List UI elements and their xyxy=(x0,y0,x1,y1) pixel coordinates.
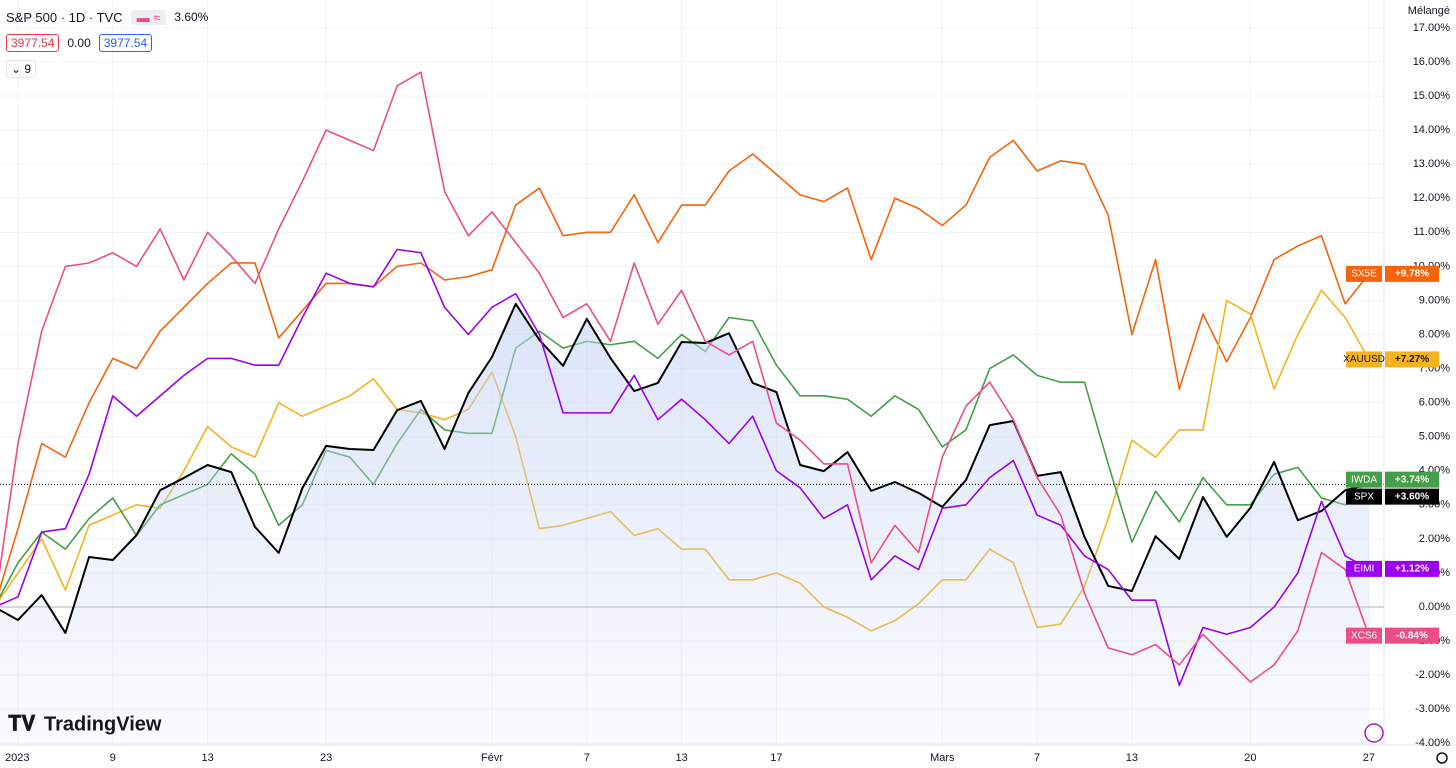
series-line xyxy=(0,248,1370,687)
symbol[interactable]: S&P 500 · 1D · TVC xyxy=(6,9,123,25)
tag-value: +3.74% xyxy=(1395,474,1429,485)
series-line xyxy=(0,302,1370,634)
y-tick-label: 0.00% xyxy=(1419,601,1450,613)
tag-name-bg xyxy=(1346,488,1382,505)
tag-name: IWDA xyxy=(1351,474,1377,485)
y-tick-label: 17.00% xyxy=(1413,22,1451,34)
tag-name-bg xyxy=(1346,627,1382,644)
logo-mark: 𝐓𝐕 xyxy=(8,713,37,736)
x-tick-label: 7 xyxy=(584,752,590,764)
y-tick-label: 16.00% xyxy=(1413,56,1451,68)
tag-value: +1.12% xyxy=(1395,564,1429,575)
x-tick-label: Févr xyxy=(481,752,503,764)
tag-value: -0.84% xyxy=(1396,630,1428,641)
tag-value: +7.27% xyxy=(1395,354,1429,365)
tag-name: SPX xyxy=(1354,491,1374,502)
tag-value-bg xyxy=(1385,560,1439,577)
tag-name-bg xyxy=(1346,471,1382,488)
series-tag: XAUUSD +7.27% xyxy=(1343,351,1439,368)
settings-icon[interactable] xyxy=(1436,752,1448,764)
y-tick-label: 9.00% xyxy=(1419,294,1450,306)
tag-value: +9.78% xyxy=(1395,269,1429,280)
series-tag: EIMI +1.12% xyxy=(1346,560,1439,577)
area xyxy=(0,303,1369,745)
indicators-count[interactable]: 9 xyxy=(24,62,32,76)
y-tick-label: 12.00% xyxy=(1413,192,1451,204)
x-tick-label: 23 xyxy=(320,752,332,764)
y-tick-label: 15.00% xyxy=(1413,90,1451,102)
y-tick-label: 14.00% xyxy=(1413,124,1451,136)
tag-name-bg xyxy=(1346,265,1382,282)
y-tick-label: 13.00% xyxy=(1413,158,1451,170)
series-tag: XCS6 -0.84% xyxy=(1346,627,1439,644)
x-tick-label: 20 xyxy=(1244,752,1256,764)
series-line xyxy=(0,316,1370,599)
tag-value-bg xyxy=(1385,471,1439,488)
scale-mode[interactable]: Mélangé xyxy=(1408,5,1450,17)
legend-header: S&P 500 · 1D · TVC ▬ ≈ 3.60% 3977.54 0.0… xyxy=(6,9,209,78)
series-tag: SX5E +9.78% xyxy=(1346,265,1439,282)
y-tick-label: -4.00% xyxy=(1415,737,1450,749)
series-line xyxy=(0,71,1370,683)
compare-icon[interactable]: ▬ ≈ xyxy=(130,9,167,25)
spread: 0.00 xyxy=(67,36,91,50)
y-tick-label: 11.00% xyxy=(1414,226,1451,238)
tag-value-bg xyxy=(1385,488,1439,505)
x-tick-label: 17 xyxy=(770,752,782,764)
y-tick-label: 8.00% xyxy=(1419,328,1450,340)
tag-name-bg xyxy=(1346,560,1382,577)
x-tick-label: 13 xyxy=(201,752,213,764)
alert-icon[interactable] xyxy=(1364,723,1384,743)
logo: TradingView xyxy=(44,713,162,735)
tag-name: SX5E xyxy=(1351,269,1377,280)
x-tick-label: 9 xyxy=(110,752,116,764)
tag-value-bg xyxy=(1385,627,1439,644)
tag-name: XCS6 xyxy=(1351,630,1378,641)
change: 3.60% xyxy=(174,10,209,24)
tag-name: XAUUSD xyxy=(1343,354,1385,365)
y-tick-label: 5.00% xyxy=(1419,431,1450,443)
x-tick-label: 13 xyxy=(675,752,687,764)
y-tick-label: 2.00% xyxy=(1419,533,1450,545)
tag-value: +3.60% xyxy=(1395,491,1429,502)
x-tick-label: 2023 xyxy=(5,752,29,764)
series-tag: SPX +3.60% xyxy=(1346,488,1439,505)
series-line xyxy=(0,139,1370,591)
bid[interactable]: 3977.54 xyxy=(6,34,60,52)
x-tick-label: Mars xyxy=(930,752,955,764)
tag-value-bg xyxy=(1385,265,1439,282)
tag-value-bg xyxy=(1385,351,1439,368)
series-tag: IWDA +3.74% xyxy=(1346,471,1439,488)
x-tick-label: 7 xyxy=(1034,752,1040,764)
y-tick-label: 6.00% xyxy=(1419,397,1450,409)
y-tick-label: -3.00% xyxy=(1415,703,1450,715)
ask[interactable]: 3977.54 xyxy=(98,34,153,52)
plot-area xyxy=(0,0,1384,745)
y-tick-label: -2.00% xyxy=(1415,669,1450,681)
tag-name-bg xyxy=(1346,351,1382,368)
x-tick-label: 13 xyxy=(1126,752,1138,764)
tag-name: EIMI xyxy=(1354,564,1375,575)
x-tick-label: 27 xyxy=(1363,752,1375,764)
